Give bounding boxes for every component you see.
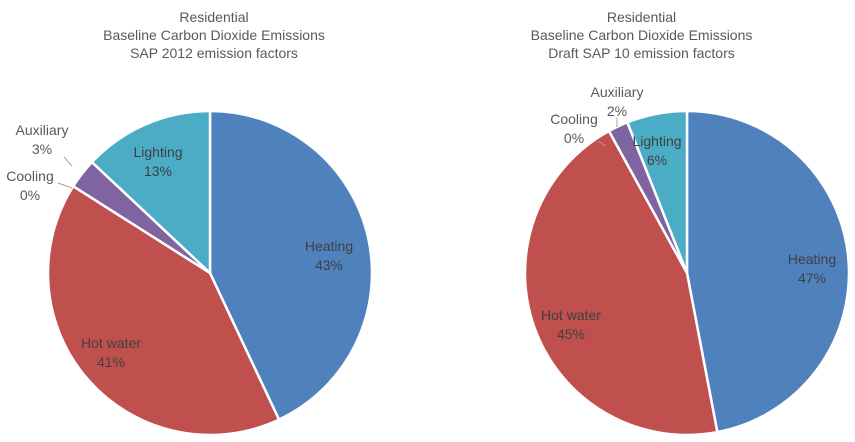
- slice-category-label: Cooling: [6, 168, 53, 184]
- slice-category-label: Lighting: [632, 133, 681, 149]
- chart-title-line-2: Baseline Carbon Dioxide Emissions: [103, 27, 325, 43]
- slice-label-lighting: Lighting 13%: [133, 144, 182, 179]
- slice-heating: [208, 109, 374, 421]
- slice-value-label: 0%: [20, 187, 40, 203]
- pie-chart-sap-2012: Residential Baseline Carbon Dioxide Emis…: [0, 8, 428, 437]
- slice-category-label: Cooling: [550, 111, 597, 127]
- slice-category-label: Hot water: [81, 335, 141, 351]
- chart-title-line-1: Residential: [179, 9, 249, 25]
- slice-label-auxiliary: Auxiliary 3%: [16, 122, 69, 157]
- slice-value-label: 47%: [798, 270, 826, 286]
- slice-value-label: 3%: [32, 141, 52, 157]
- slice-label-heating: Heating 43%: [305, 238, 353, 273]
- slice-category-label: Auxiliary: [591, 84, 644, 100]
- slice-label-hot-water: Hot water 41%: [81, 335, 141, 370]
- slice-value-label: 45%: [557, 326, 585, 342]
- slice-category-label: Lighting: [133, 144, 182, 160]
- slice-label-lighting: Lighting 6%: [632, 133, 681, 168]
- slice-value-label: 6%: [647, 152, 667, 168]
- slice-category-label: Heating: [788, 251, 836, 267]
- slice-hot-water: [46, 184, 281, 437]
- chart-title-line-1: Residential: [606, 9, 677, 25]
- slice-value-label: 2%: [607, 103, 627, 119]
- slice-category-label: Hot water: [541, 307, 601, 323]
- chart-title: Residential Baseline Carbon Dioxide Emis…: [0, 8, 428, 62]
- leader-line-auxiliary: [63, 156, 73, 167]
- chart-title: Residential Baseline Carbon Dioxide Emis…: [428, 8, 855, 62]
- slice-label-cooling: Cooling 0%: [6, 168, 53, 203]
- slice-lighting: [626, 109, 689, 275]
- slice-category-label: Heating: [305, 238, 353, 254]
- slice-label-auxiliary: Auxiliary 2%: [591, 84, 644, 119]
- slice-category-label: Auxiliary: [16, 122, 69, 138]
- slice-value-label: 0%: [564, 130, 584, 146]
- slice-value-label: 41%: [97, 354, 125, 370]
- slice-lighting: [90, 109, 212, 275]
- chart-title-line-3: SAP 2012 emission factors: [130, 45, 298, 61]
- slice-value-label: 43%: [315, 257, 343, 273]
- slice-label-cooling: Cooling 0%: [550, 111, 597, 146]
- slice-hot-water: [523, 129, 719, 437]
- leader-line-cooling: [57, 182, 73, 189]
- leader-line-cooling: [597, 140, 607, 147]
- slice-heating: [685, 109, 851, 434]
- pie-plot-area: Heating 43% Hot water 41% Cooling 0% Auxiliary…: [6, 109, 374, 437]
- slice-label-hot-water: Hot water 45%: [541, 307, 601, 342]
- slice-value-label: 13%: [144, 163, 172, 179]
- pie-plot-area: Heating 47% Hot water 45% Cooling 0% Auxiliary…: [523, 84, 851, 437]
- chart-title-line-3: Draft SAP 10 emission factors: [548, 45, 735, 61]
- pie-chart-sap-10: Residential Baseline Carbon Dioxide Emis…: [428, 0, 855, 442]
- chart-title-line-2: Baseline Carbon Dioxide Emissions: [530, 27, 753, 43]
- slice-label-heating: Heating 47%: [788, 251, 836, 286]
